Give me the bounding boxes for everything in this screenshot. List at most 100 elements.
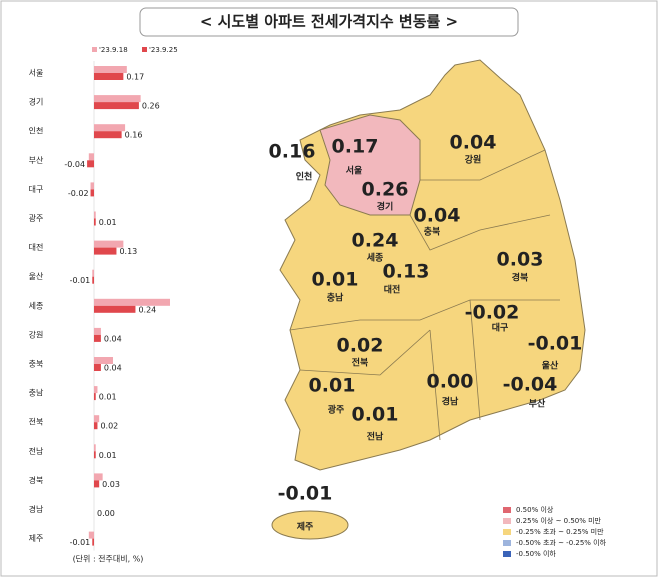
region-name: 강원 — [465, 154, 482, 166]
bar — [94, 73, 124, 80]
category-label: 충남 — [29, 389, 44, 398]
value-label: -0.01 — [70, 538, 91, 547]
map-legend-swatch — [503, 507, 511, 513]
bar — [94, 124, 126, 132]
value-label: 0.01 — [99, 451, 117, 460]
bar — [94, 211, 96, 219]
value-label: 0.13 — [119, 247, 137, 256]
bar — [94, 218, 96, 226]
value-label: -0.04 — [64, 160, 85, 169]
map-legend-label: 0.25% 이상 ~ 0.50% 미만 — [516, 516, 602, 525]
value-label: 0.24 — [138, 305, 156, 314]
bar — [94, 444, 96, 452]
region-name: 제주 — [297, 521, 314, 533]
region-value: 0.03 — [497, 249, 544, 271]
bar — [94, 327, 101, 335]
bar — [94, 480, 100, 488]
region-value: -0.02 — [465, 302, 520, 324]
value-label: 0.04 — [104, 334, 122, 343]
map-legend-swatch — [503, 518, 511, 524]
bar — [90, 182, 94, 190]
bar — [94, 364, 101, 371]
bar — [94, 66, 127, 73]
bar — [94, 298, 170, 306]
region-value: 0.04 — [414, 205, 461, 227]
bar — [94, 131, 122, 139]
region-name: 대구 — [492, 322, 509, 334]
category-label: 경기 — [29, 97, 44, 107]
region-value: 0.17 — [332, 136, 379, 158]
bar — [92, 276, 94, 284]
region-value: 0.01 — [312, 269, 359, 291]
category-label: 대전 — [29, 242, 44, 252]
bar — [90, 189, 94, 197]
region-value: 0.24 — [352, 230, 399, 252]
region-name: 서울 — [346, 165, 363, 177]
category-label: 서울 — [29, 69, 44, 78]
bar — [94, 240, 124, 248]
value-label: 0.17 — [126, 73, 144, 82]
value-label: -0.02 — [68, 189, 89, 198]
title-box — [139, 7, 519, 37]
region-name: 인천 — [296, 172, 313, 183]
region-value: 0.00 — [427, 371, 474, 393]
value-label: 0.00 — [97, 509, 115, 518]
region-name: 광주 — [328, 404, 345, 416]
map-legend-swatch — [503, 529, 511, 535]
region-name: 세종 — [367, 252, 384, 264]
region-value: 0.13 — [383, 261, 430, 283]
region-value: 0.04 — [450, 132, 497, 154]
region-name: 부산 — [529, 398, 546, 410]
chart-title: < 시도별 아파트 전세가격지수 변동률 > — [200, 13, 458, 31]
region-value: 0.26 — [362, 179, 409, 201]
jeju-island — [271, 510, 349, 540]
value-label: 0.03 — [102, 480, 120, 489]
region-name: 울산 — [542, 360, 559, 372]
region-name: 대전 — [384, 284, 401, 296]
unit-note: (단위 : 전주대비, %) — [73, 554, 144, 564]
bar — [88, 531, 94, 539]
bar — [94, 102, 139, 110]
category-label: 울산 — [29, 271, 44, 281]
region-name: 전북 — [352, 357, 369, 369]
value-label: 0.01 — [99, 218, 117, 227]
map-legend-label: -0.50% 초과 ~ -0.25% 이하 — [516, 538, 607, 547]
category-label: 전남 — [29, 446, 44, 456]
bar — [94, 334, 101, 342]
legend-label: '23.9.25 — [149, 46, 178, 54]
region-name: 충북 — [424, 226, 441, 238]
value-label: 0.04 — [104, 364, 122, 373]
bar — [94, 422, 98, 430]
bar — [94, 247, 117, 255]
legend-label: '23.9.18 — [99, 46, 128, 54]
region-name: 경남 — [442, 396, 459, 408]
bar — [94, 473, 103, 481]
map-legend-label: -0.25% 초과 ~ 0.25% 미만 — [516, 527, 604, 536]
category-label: 강원 — [29, 329, 44, 339]
bar — [94, 415, 100, 423]
region-value: 0.01 — [352, 404, 399, 426]
category-label: 세종 — [29, 301, 44, 310]
legend-swatch — [92, 47, 97, 52]
bar — [94, 305, 136, 313]
bar — [94, 393, 96, 401]
region-name: 경기 — [377, 201, 394, 213]
map-legend-swatch — [503, 551, 511, 557]
map-legend-label: -0.50% 이하 — [516, 549, 556, 558]
legend-swatch — [142, 47, 147, 52]
category-label: 인천 — [29, 126, 44, 136]
category-label: 경북 — [29, 475, 44, 485]
map-legend-label: 0.50% 이상 — [516, 505, 554, 514]
category-label: 전북 — [29, 417, 44, 427]
bar — [92, 269, 94, 277]
value-label: 0.01 — [99, 393, 117, 402]
region-value: -0.01 — [528, 333, 583, 355]
bar — [92, 538, 94, 546]
region-name: 전남 — [367, 431, 384, 443]
category-label: 광주 — [29, 213, 44, 223]
bar — [94, 386, 98, 394]
region-borders — [289, 149, 560, 441]
region-value: 0.02 — [337, 335, 384, 357]
bar — [87, 160, 94, 168]
